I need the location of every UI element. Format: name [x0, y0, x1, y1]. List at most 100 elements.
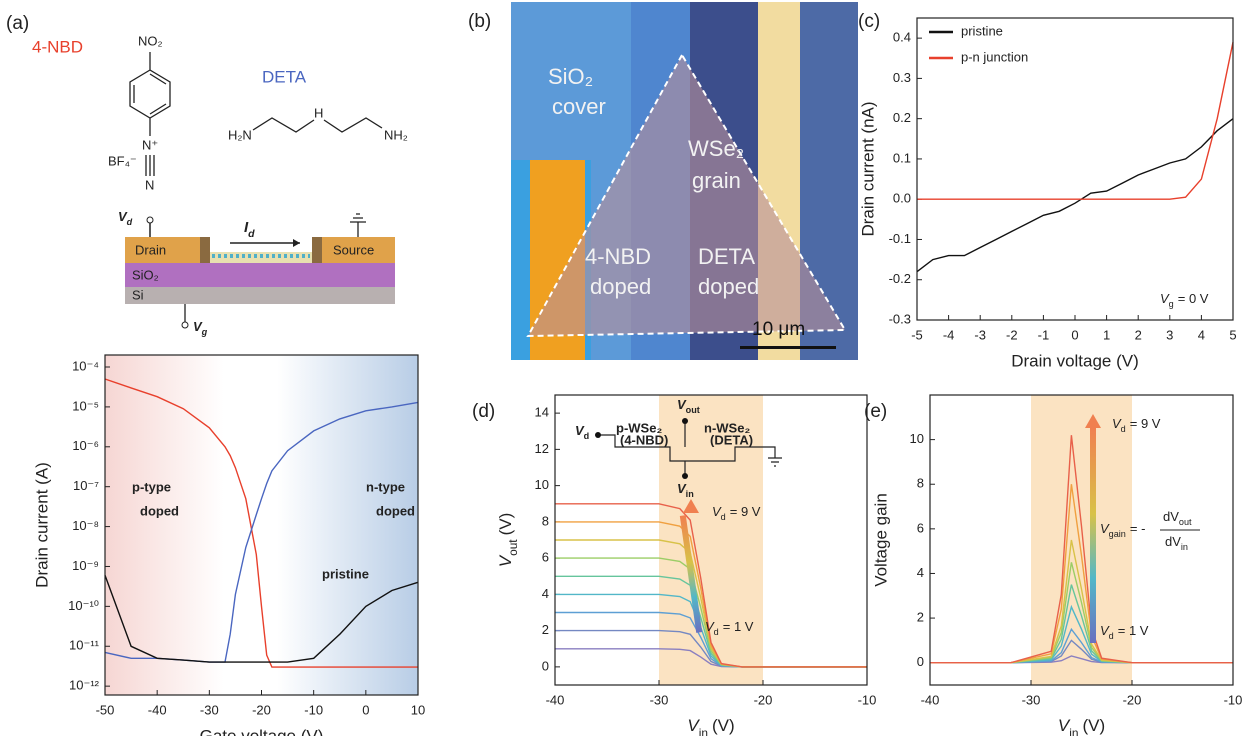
plot-frame: [554, 394, 868, 686]
inset-label: Vd: [575, 423, 589, 441]
label: cover: [552, 94, 606, 119]
text-part: in: [1069, 726, 1078, 736]
x-axis-label: Vin (V): [687, 716, 734, 736]
y-tick-label: 0.1: [893, 150, 911, 165]
formula: dVout: [1163, 509, 1192, 527]
y-tick-label: -0.3: [889, 311, 911, 326]
series-line: [104, 575, 419, 663]
plot-frame: [104, 354, 419, 696]
terminal-label: Vg: [193, 319, 208, 337]
text-part: out: [506, 539, 520, 556]
y-tick-label: 10: [535, 477, 549, 492]
annotation: Vd = 1 V: [705, 619, 754, 637]
y-tick-label: 10: [910, 431, 924, 446]
text-part: (V): [712, 716, 735, 735]
x-tick-label: -4: [943, 327, 955, 342]
y-tick-label: 10⁻⁴: [72, 358, 99, 373]
x-tick-label: -40: [546, 692, 565, 707]
annotation: Vd = 9 V: [712, 504, 761, 522]
annotation: p-type: [132, 479, 171, 494]
series-line: [917, 42, 1234, 200]
highlight-band: [1031, 395, 1132, 685]
oxide: [125, 263, 395, 287]
x-tick-label: 2: [1135, 327, 1142, 342]
text-part: dV: [1163, 509, 1179, 524]
x-tick-label: 0: [362, 702, 369, 717]
label: doped: [698, 274, 759, 299]
arrow-head: [683, 499, 699, 513]
x-tick-label: -30: [650, 692, 669, 707]
molecule-name: DETA: [262, 67, 307, 86]
text-part: V: [712, 504, 722, 519]
text-part: g: [201, 327, 208, 337]
atom: BF₄⁻: [108, 153, 137, 168]
text-part: in: [1181, 542, 1188, 552]
text-part: V: [1100, 623, 1110, 638]
inset-label: Vout: [677, 397, 700, 415]
text-part: V: [1058, 716, 1071, 735]
text-part: dV: [1165, 534, 1181, 549]
y-tick-label: 2: [542, 622, 549, 637]
annotation: doped: [140, 503, 179, 518]
y-tick-label: 0.3: [893, 70, 911, 85]
annotation: n-type: [366, 479, 405, 494]
text-part: V: [677, 481, 687, 496]
annotation: Vd = 9 V: [1112, 416, 1161, 434]
x-tick-label: -20: [754, 692, 773, 707]
text-part: d: [584, 431, 590, 441]
series-line: [930, 435, 1233, 664]
gradient-arrow: [1090, 428, 1096, 643]
y-tick-label: 14: [535, 405, 549, 420]
text-part: V: [677, 397, 687, 412]
annotation: pristine: [322, 566, 369, 581]
x-tick-label: -40: [921, 692, 940, 707]
atom: NO₂: [138, 33, 163, 48]
y-tick-label: 10⁻¹²: [69, 678, 100, 693]
x-tick-label: -3: [974, 327, 986, 342]
formula: Vgain = -: [1100, 521, 1145, 539]
text-part: d: [248, 228, 255, 240]
label: grain: [692, 168, 741, 193]
text-part: I: [244, 219, 249, 236]
series-line: [555, 503, 867, 668]
micrograph: SiO₂ cover WSe₂ grain 4-NBD doped DETA d…: [511, 2, 858, 360]
y-axis-label: Drain current (A): [32, 462, 51, 588]
text-part: d: [721, 512, 726, 522]
x-tick-label: -10: [1224, 692, 1243, 707]
source-electrode: [322, 237, 395, 263]
y-tick-label: -0.1: [889, 231, 911, 246]
node: [682, 418, 688, 424]
atom: NH₂: [384, 127, 408, 142]
y-tick-label: 4: [542, 586, 549, 601]
atom: N⁺: [142, 137, 158, 152]
series-line: [916, 118, 1234, 273]
x-axis-label: Drain voltage (V): [1011, 351, 1139, 370]
wire: [149, 223, 300, 244]
molecule-name: 4-NBD: [32, 37, 83, 56]
legend-label: pristine: [961, 23, 1003, 38]
x-tick-label: -20: [252, 702, 271, 717]
plot-frame: [929, 394, 1234, 686]
terminal-label: Vd: [118, 209, 133, 227]
contact: [312, 237, 322, 263]
y-tick-label: 8: [917, 476, 924, 491]
annotation: Vg = 0 V: [1160, 291, 1209, 309]
x-tick-label: 10: [411, 702, 425, 717]
annotation: doped: [376, 503, 415, 518]
substrate: [125, 287, 395, 304]
atom: H₂N: [228, 127, 252, 142]
y-tick-label: 0.2: [893, 110, 911, 125]
triple-bond: [145, 155, 155, 176]
panel-label: (a): [6, 13, 29, 34]
text-part: = 1 V: [1118, 623, 1149, 638]
device: Drain Source SiO₂ Si Vd Id Vg: [118, 209, 395, 337]
inset-label: p-WSe₂: [616, 420, 662, 435]
panel-label: (e): [864, 401, 887, 422]
text-part: (V): [1082, 716, 1105, 735]
inset-label: (DETA): [710, 432, 753, 447]
label: WSe₂: [688, 136, 744, 161]
x-tick-label: -40: [148, 702, 167, 717]
text-part: = 9 V: [730, 504, 761, 519]
y-tick-label: 2: [917, 610, 924, 625]
